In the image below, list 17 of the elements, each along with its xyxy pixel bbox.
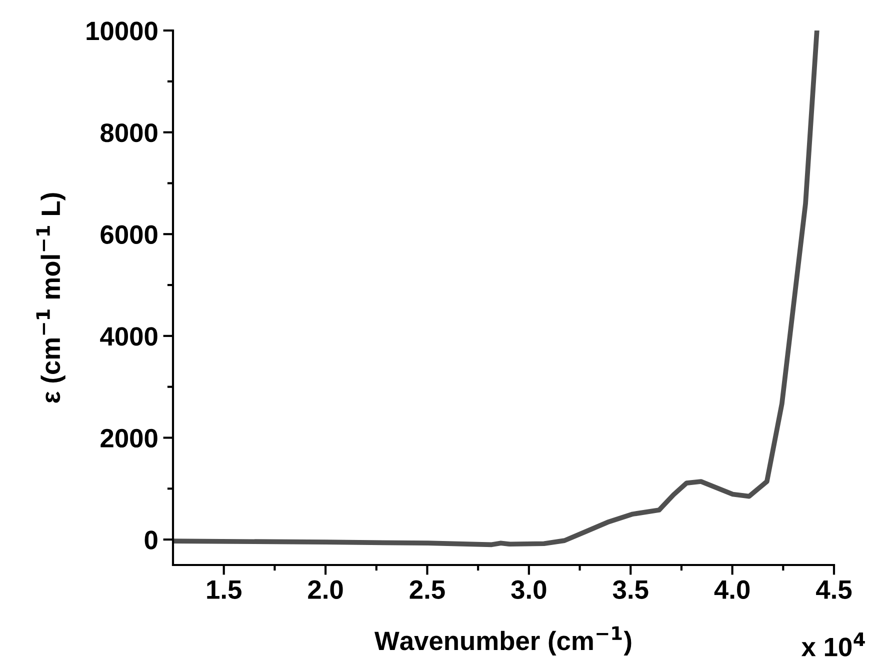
x-tick-label: 2.0: [308, 580, 343, 599]
y-tick-label: 10000: [86, 22, 158, 40]
x-tick-label: 3.5: [612, 580, 648, 600]
x-axis-title: Wavenumber (cm$^{−1}$): [374, 626, 632, 656]
x-tick-label: 4.5: [816, 580, 852, 599]
y-tick-label: 2000: [100, 428, 158, 448]
line-series: [173, 30, 820, 548]
y-tick-label: 6000: [100, 225, 158, 244]
y-tick-label: 4000: [100, 327, 158, 346]
x-tick-label: 2.5: [410, 580, 445, 599]
x-tick-label: 4.0: [714, 580, 750, 599]
y-axis-title: ε (cm$^{−1}$ mol$^{−1}$ L): [36, 193, 66, 403]
x-tick-label: 3.0: [511, 580, 546, 600]
x-tick-label: 1.5: [207, 580, 242, 599]
y-tick-label: 0: [144, 530, 158, 550]
text: x 10$^{4}$: [801, 632, 865, 656]
y-tick-label: 8000: [100, 123, 158, 142]
